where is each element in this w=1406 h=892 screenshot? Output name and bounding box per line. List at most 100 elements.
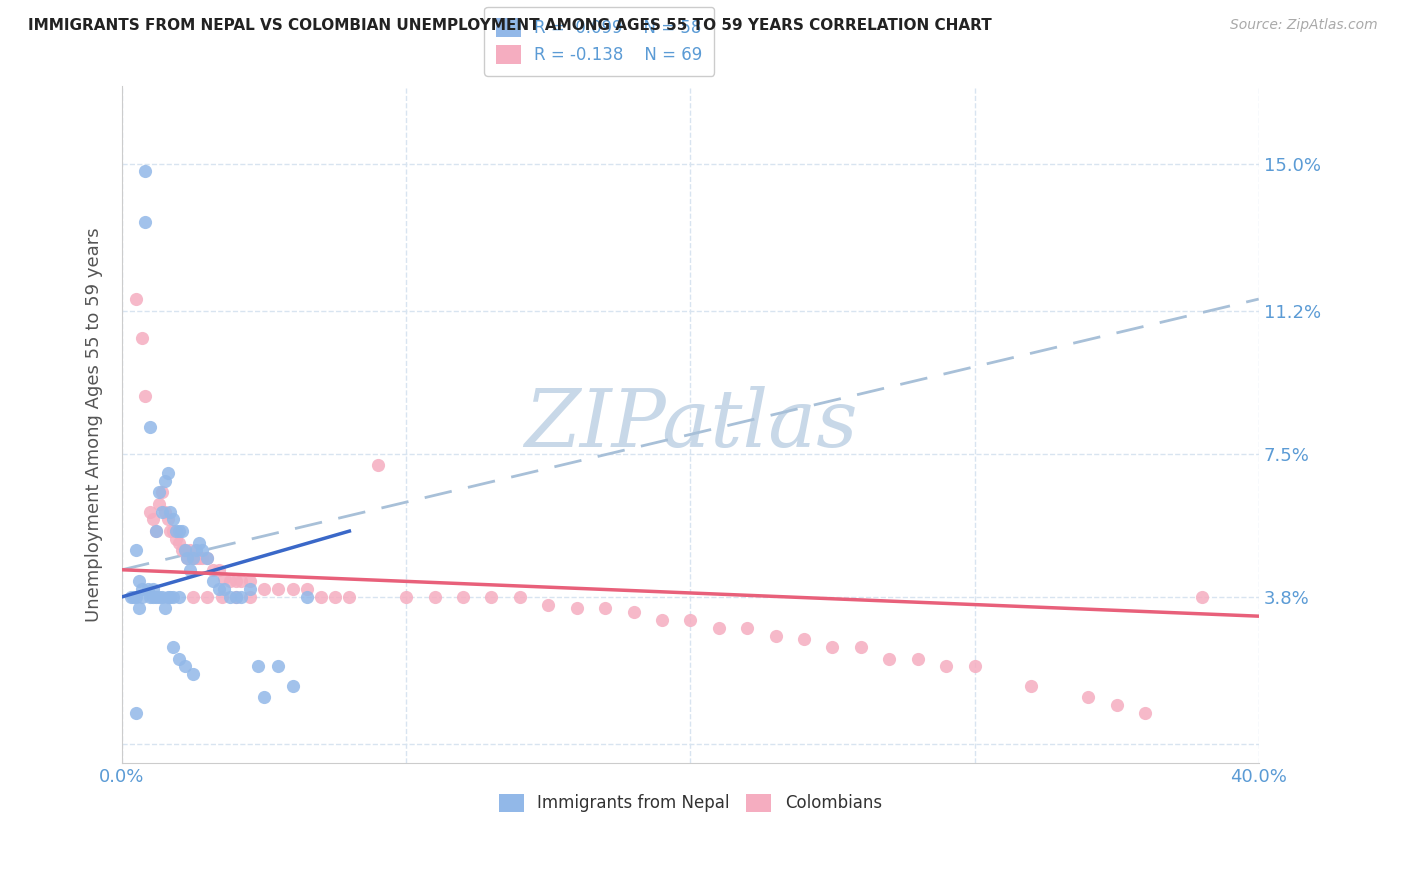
Point <box>165 524 187 538</box>
Point <box>181 551 204 566</box>
Point <box>159 524 181 538</box>
Point <box>170 543 193 558</box>
Text: Source: ZipAtlas.com: Source: ZipAtlas.com <box>1230 18 1378 32</box>
Point <box>211 590 233 604</box>
Text: IMMIGRANTS FROM NEPAL VS COLOMBIAN UNEMPLOYMENT AMONG AGES 55 TO 59 YEARS CORREL: IMMIGRANTS FROM NEPAL VS COLOMBIAN UNEMP… <box>28 18 991 33</box>
Point <box>267 582 290 596</box>
Point <box>170 524 193 538</box>
Point <box>935 659 957 673</box>
Point <box>267 659 290 673</box>
Point <box>1077 690 1099 705</box>
Point <box>153 474 176 488</box>
Point <box>125 292 148 306</box>
Point <box>481 590 503 604</box>
Point <box>651 613 673 627</box>
Point <box>162 524 184 538</box>
Point <box>159 590 181 604</box>
Point <box>181 667 204 681</box>
Point <box>139 419 162 434</box>
Point <box>162 512 184 526</box>
Point <box>167 524 190 538</box>
Point <box>150 505 173 519</box>
Point <box>214 582 236 596</box>
Point <box>367 458 389 473</box>
Point <box>125 706 148 720</box>
Point <box>173 543 195 558</box>
Point <box>793 632 815 647</box>
Point <box>159 505 181 519</box>
Point <box>128 574 150 589</box>
Point <box>153 505 176 519</box>
Point <box>165 532 187 546</box>
Point <box>139 590 162 604</box>
Point <box>225 590 247 604</box>
Y-axis label: Unemployment Among Ages 55 to 59 years: Unemployment Among Ages 55 to 59 years <box>86 227 103 622</box>
Point <box>295 590 318 604</box>
Point <box>187 535 209 549</box>
Point <box>156 512 179 526</box>
Point <box>509 590 531 604</box>
Point <box>184 543 207 558</box>
Point <box>125 590 148 604</box>
Point <box>281 582 304 596</box>
Point <box>181 590 204 604</box>
Point <box>219 590 242 604</box>
Point <box>190 551 212 566</box>
Point <box>963 659 986 673</box>
Point <box>395 590 418 604</box>
Point <box>176 551 198 566</box>
Point <box>253 690 276 705</box>
Point <box>239 582 262 596</box>
Point <box>150 590 173 604</box>
Point <box>145 590 167 604</box>
Point <box>537 598 560 612</box>
Point <box>1191 590 1213 604</box>
Point <box>239 590 262 604</box>
Point <box>309 590 332 604</box>
Point <box>281 679 304 693</box>
Point <box>148 590 170 604</box>
Point <box>190 543 212 558</box>
Point <box>907 651 929 665</box>
Point <box>187 551 209 566</box>
Point <box>134 389 156 403</box>
Point <box>142 590 165 604</box>
Point <box>821 640 844 654</box>
Point <box>134 164 156 178</box>
Point <box>1133 706 1156 720</box>
Point <box>184 551 207 566</box>
Point <box>225 590 247 604</box>
Point <box>179 563 201 577</box>
Point <box>208 582 231 596</box>
Point <box>167 590 190 604</box>
Point <box>565 601 588 615</box>
Point <box>156 466 179 480</box>
Point <box>142 582 165 596</box>
Point <box>148 497 170 511</box>
Point <box>593 601 616 615</box>
Point <box>173 543 195 558</box>
Legend: Immigrants from Nepal, Colombians: Immigrants from Nepal, Colombians <box>489 784 891 822</box>
Point <box>295 582 318 596</box>
Point <box>122 590 145 604</box>
Point <box>150 485 173 500</box>
Point <box>179 543 201 558</box>
Point <box>131 590 153 604</box>
Point <box>253 582 276 596</box>
Point <box>153 601 176 615</box>
Point <box>201 563 224 577</box>
Point <box>136 582 159 596</box>
Point <box>225 574 247 589</box>
Point <box>423 590 446 604</box>
Point <box>120 590 142 604</box>
Point <box>1105 698 1128 712</box>
Point <box>176 551 198 566</box>
Point <box>623 605 645 619</box>
Point <box>156 590 179 604</box>
Point <box>181 551 204 566</box>
Point <box>323 590 346 604</box>
Point <box>765 628 787 642</box>
Point <box>134 215 156 229</box>
Point <box>167 651 190 665</box>
Text: ZIPatlas: ZIPatlas <box>523 386 858 464</box>
